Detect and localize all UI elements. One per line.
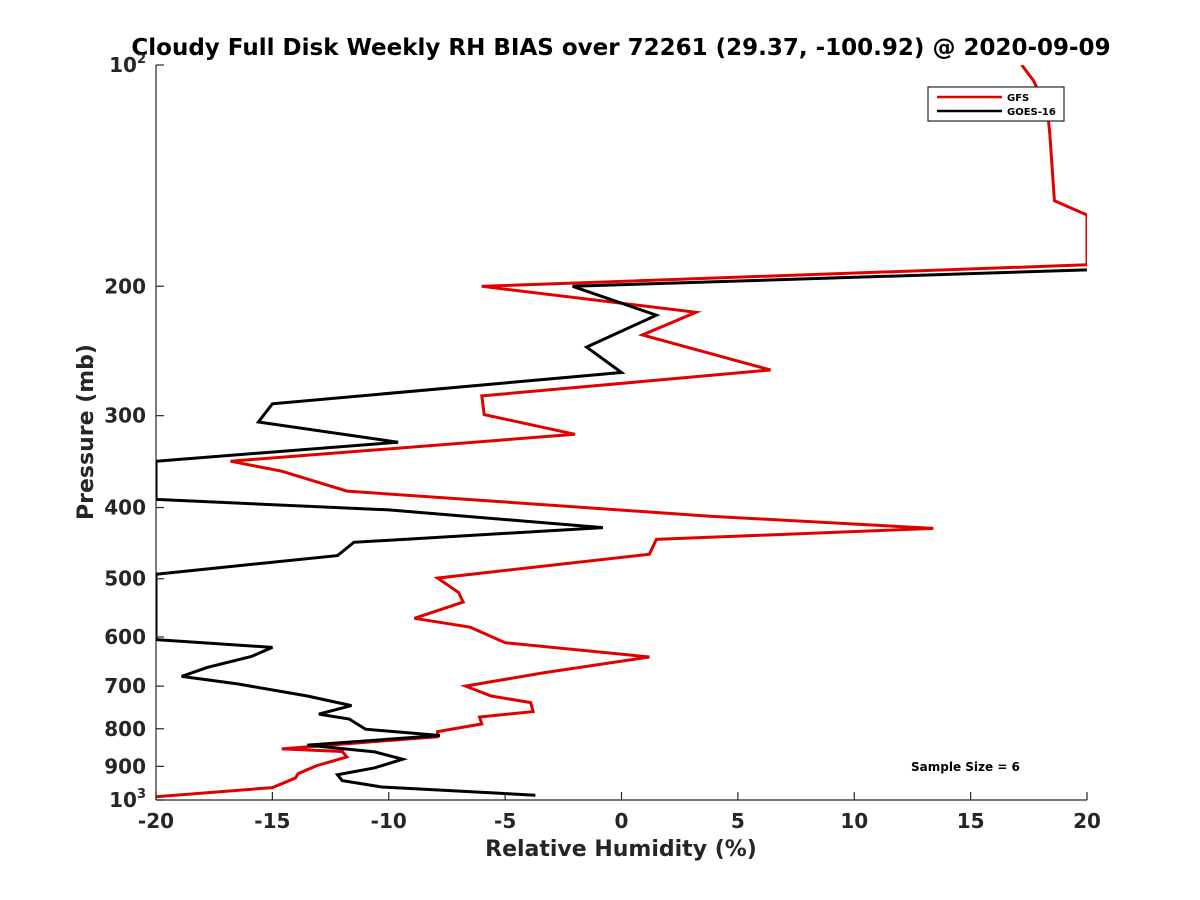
series-line-gfs (156, 65, 1087, 799)
x-tick-label: 0 (615, 809, 629, 833)
x-tick-label: 20 (1073, 809, 1101, 833)
y-tick-label: 102 (109, 52, 146, 77)
x-tick-label: -20 (138, 809, 174, 833)
y-tick-label: 800 (104, 717, 146, 741)
y-tick-label: 300 (104, 404, 146, 428)
y-axis-ticks: 102 200 300 400 500 600 700 800 900 103 (104, 52, 164, 812)
plot-area (155, 65, 1087, 801)
x-tick-label: 10 (840, 809, 868, 833)
sample-size-annotation: Sample Size = 6 (911, 760, 1020, 774)
x-axis-ticks: -20 -15 -10 -5 0 5 10 15 20 (138, 792, 1101, 833)
y-axis-label: Pressure (mb) (74, 344, 99, 520)
x-tick-label: -10 (371, 809, 407, 833)
x-tick-label: -15 (254, 809, 290, 833)
chart-title: Cloudy Full Disk Weekly RH BIAS over 722… (131, 35, 1110, 61)
y-tick-label: 400 (104, 496, 146, 520)
legend-label-goes-16: GOES-16 (1007, 107, 1056, 118)
legend-box (927, 86, 1065, 122)
y-tick-label: 103 (109, 787, 146, 812)
x-tick-label: 5 (731, 809, 745, 833)
x-axis-label: Relative Humidity (%) (485, 837, 757, 862)
x-tick-label: 15 (957, 809, 985, 833)
series-layer (156, 65, 1087, 799)
x-tick-label: -5 (494, 809, 516, 833)
legend-label-gfs: GFS (1007, 93, 1029, 104)
series-line-goes-16 (156, 268, 1087, 797)
y-tick-label: 500 (104, 567, 146, 591)
y-tick-label: 200 (104, 274, 146, 298)
y-tick-label: 900 (104, 754, 146, 778)
y-tick-label: 700 (104, 674, 146, 698)
y-tick-label: 600 (104, 625, 146, 649)
legend: GFS GOES-16 (927, 86, 1065, 122)
